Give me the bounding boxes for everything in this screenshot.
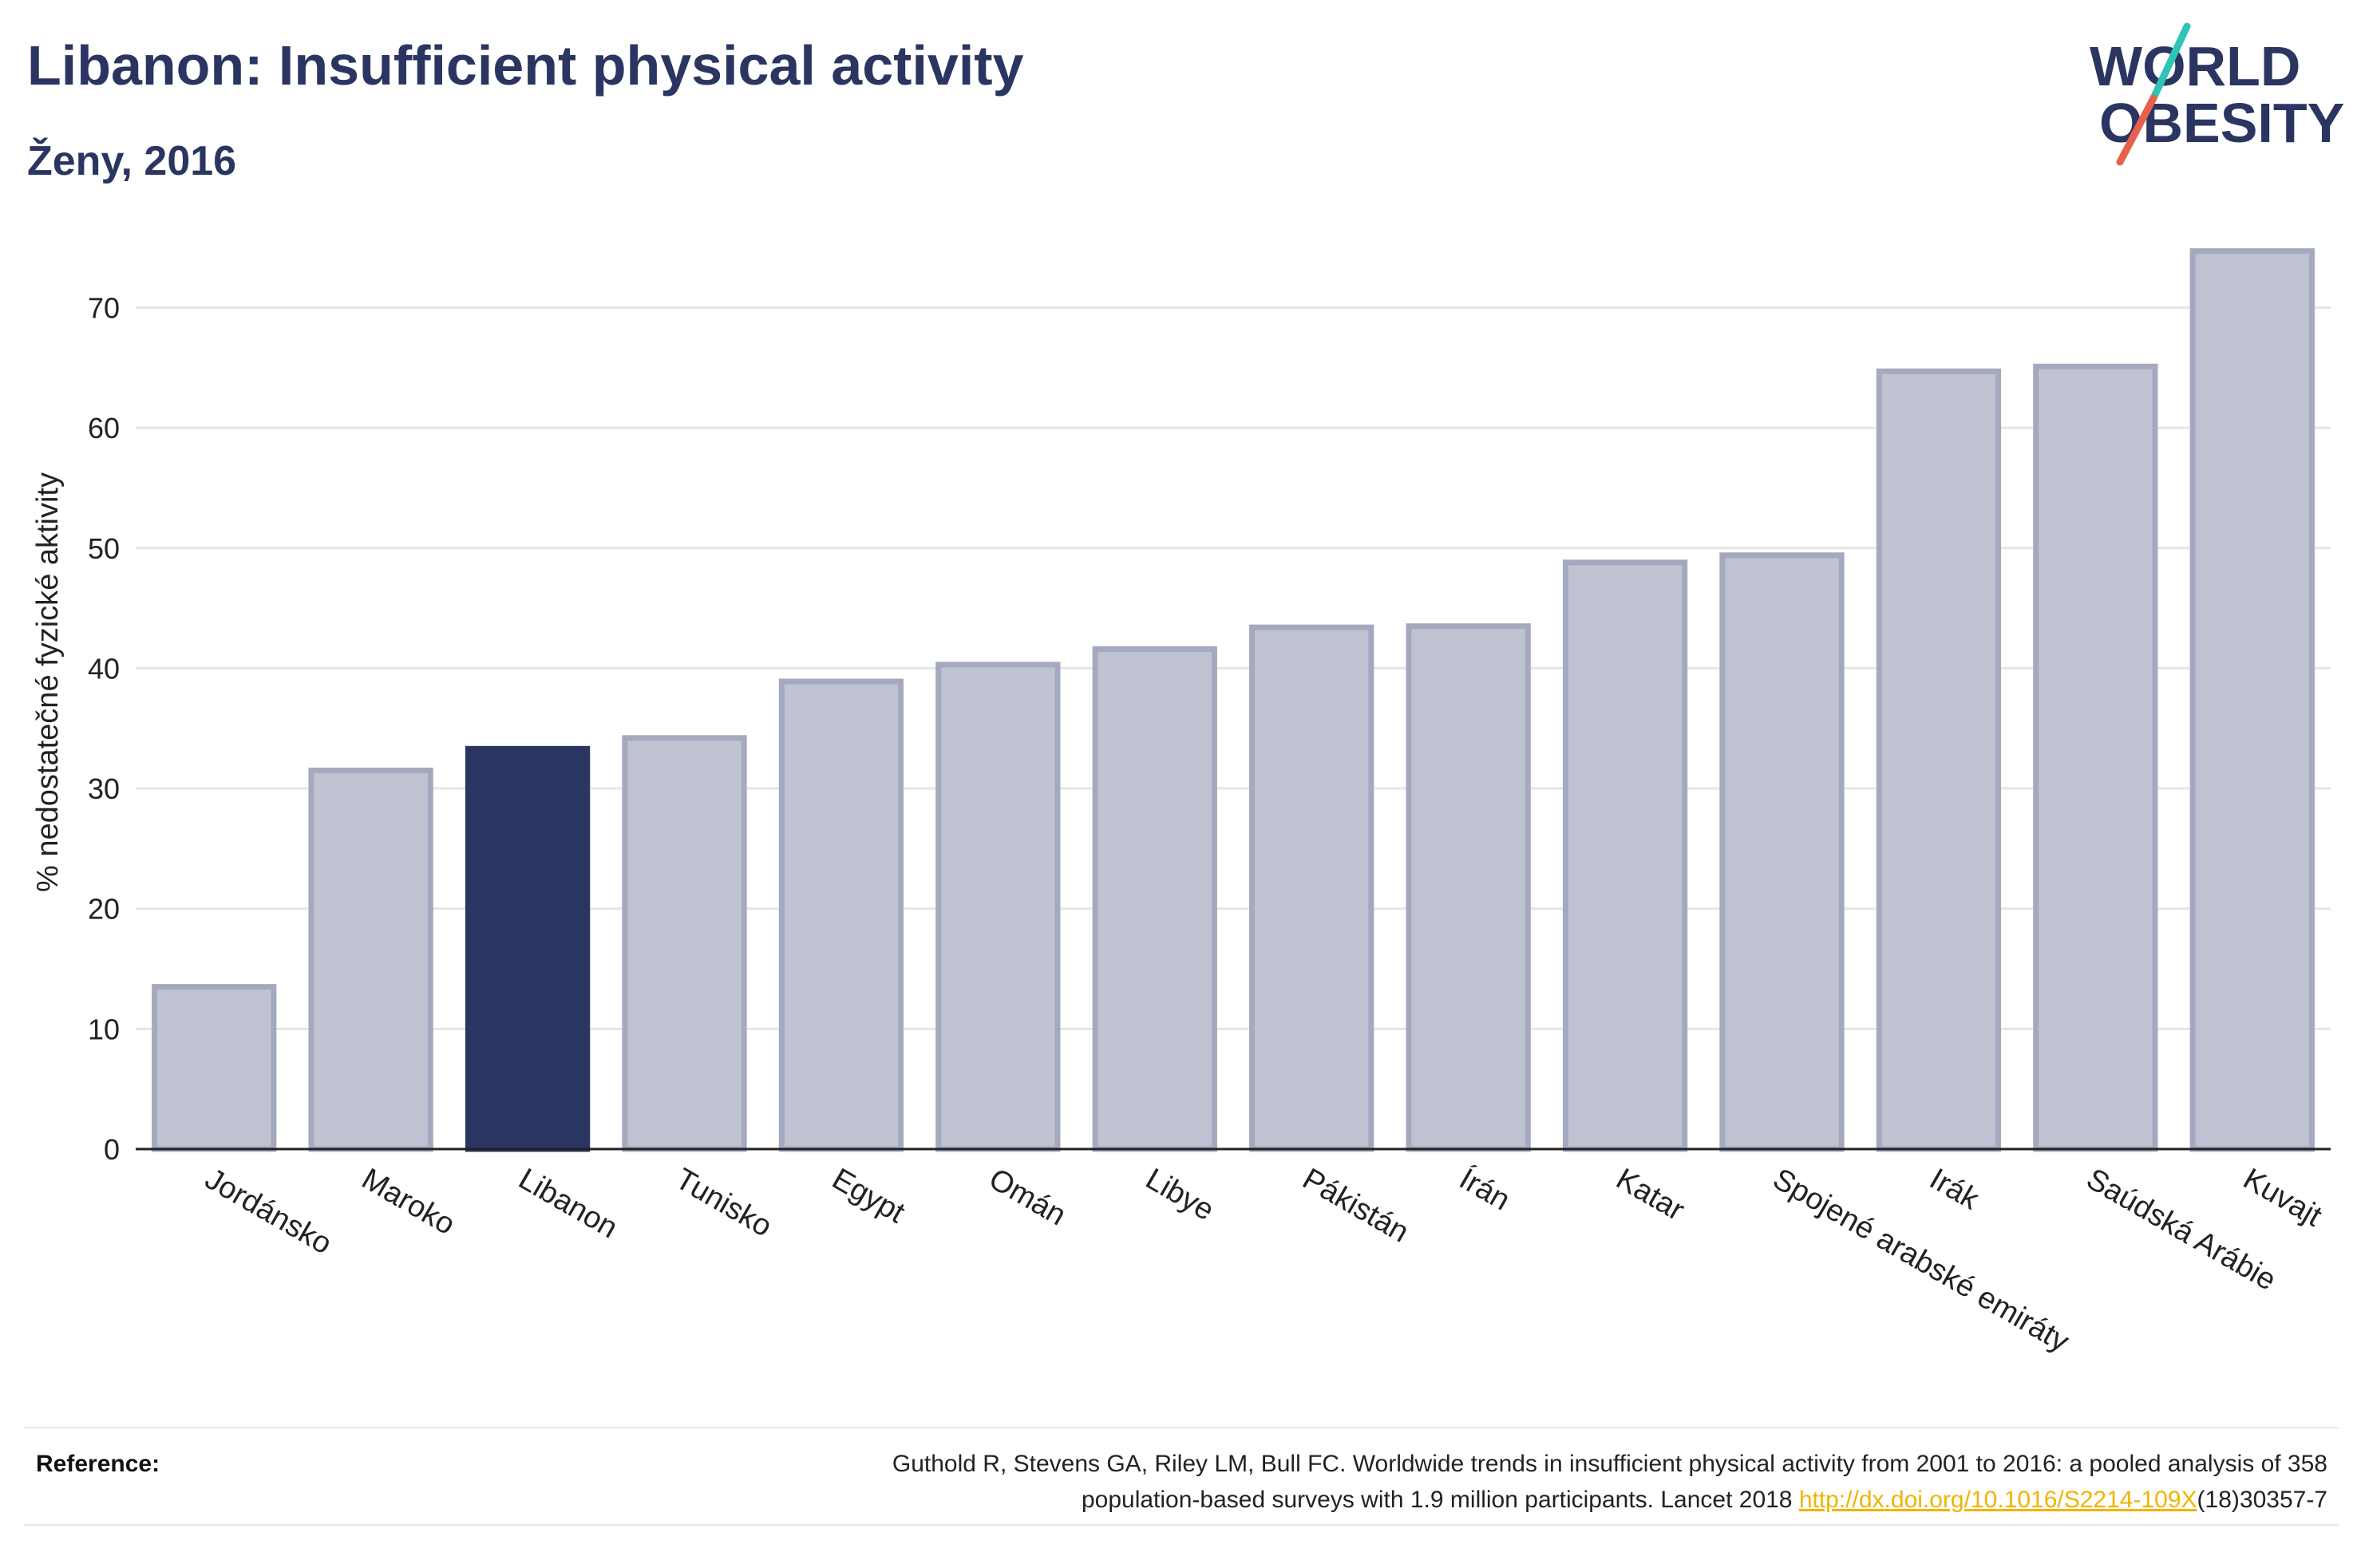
bar: [778, 678, 904, 1152]
bar-chart: 0 10 20 30 40 50 60 70 Jordánsko Maroko Libanon Tun…: [31, 248, 2331, 1359]
reference-divider-top: [24, 1427, 2339, 1428]
reference-doi-link[interactable]: http://dx.doi.org/10.1016/S2214-109X: [1798, 1487, 2197, 1513]
x-tick-label: Katar: [1611, 1162, 1691, 1227]
world-obesity-logo[interactable]: WORLD OBESITY: [2075, 20, 2347, 172]
y-tick-label: 0: [104, 1133, 120, 1166]
bar: [1249, 624, 1374, 1152]
bar: [1719, 552, 1845, 1152]
y-tick-label: 70: [88, 291, 120, 324]
reference-line-2-start: population-based surveys with 1.9 millio…: [1081, 1487, 1799, 1513]
reference-line-1: Guthold R, Stevens GA, Riley LM, Bull FC…: [892, 1451, 2327, 1477]
reference-line-2-end: (18)30357-7: [2197, 1487, 2327, 1513]
y-tick-label: 30: [88, 772, 120, 805]
bar: [2189, 248, 2315, 1152]
y-axis-label: % nedostatečné fyzické aktivity: [31, 472, 65, 892]
logo-slash-bottom: [2116, 94, 2157, 166]
bar: [1876, 368, 2002, 1152]
x-tick-label: Kuvajt: [2237, 1162, 2327, 1233]
bars: [152, 248, 2315, 1152]
x-tick-label: Maroko: [356, 1162, 461, 1242]
reference-line-2: population-based surveys with 1.9 millio…: [492, 1482, 2327, 1518]
y-tick-label: 40: [88, 652, 120, 685]
gridlines: [136, 306, 2331, 1030]
x-tick-label: Egypt: [826, 1162, 911, 1230]
bar: [2033, 363, 2158, 1152]
page-subtitle: Ženy, 2016: [27, 138, 237, 184]
x-tick-label: Libanon: [513, 1162, 623, 1245]
x-tick-label: Omán: [983, 1162, 1072, 1232]
logo-line-world: WORLD: [2090, 35, 2300, 97]
y-tick-label: 50: [88, 532, 120, 565]
bar: [935, 662, 1061, 1152]
x-tick-label: Jordánsko: [200, 1162, 338, 1261]
x-tick-label: Írán: [1453, 1162, 1516, 1218]
bar: [1562, 559, 1688, 1152]
bar: [622, 735, 747, 1152]
bar: [465, 745, 591, 1152]
x-tick-label: Spojené arabské emiráty: [1767, 1162, 2074, 1359]
reference-text: Guthold R, Stevens GA, Riley LM, Bull FC…: [492, 1446, 2327, 1518]
bar: [152, 984, 277, 1152]
bar: [308, 767, 433, 1152]
y-tick-label: 20: [88, 893, 120, 926]
logo-slash-top: [2149, 22, 2191, 102]
x-tick-label: Libye: [1140, 1162, 1220, 1227]
y-tick-label: 10: [88, 1013, 120, 1045]
x-tick-label: Tunisko: [670, 1162, 777, 1243]
x-tick-label: Irák: [1924, 1162, 1985, 1217]
reference-label: Reference:: [36, 1451, 160, 1477]
reference-divider-bottom: [24, 1524, 2339, 1526]
bar: [1092, 646, 1217, 1152]
y-tick-label: 60: [88, 412, 120, 444]
bar: [1406, 623, 1531, 1152]
x-tick-label: Pákistán: [1297, 1162, 1414, 1249]
page-title: Libanon: Insufficient physical activity: [27, 34, 1024, 97]
